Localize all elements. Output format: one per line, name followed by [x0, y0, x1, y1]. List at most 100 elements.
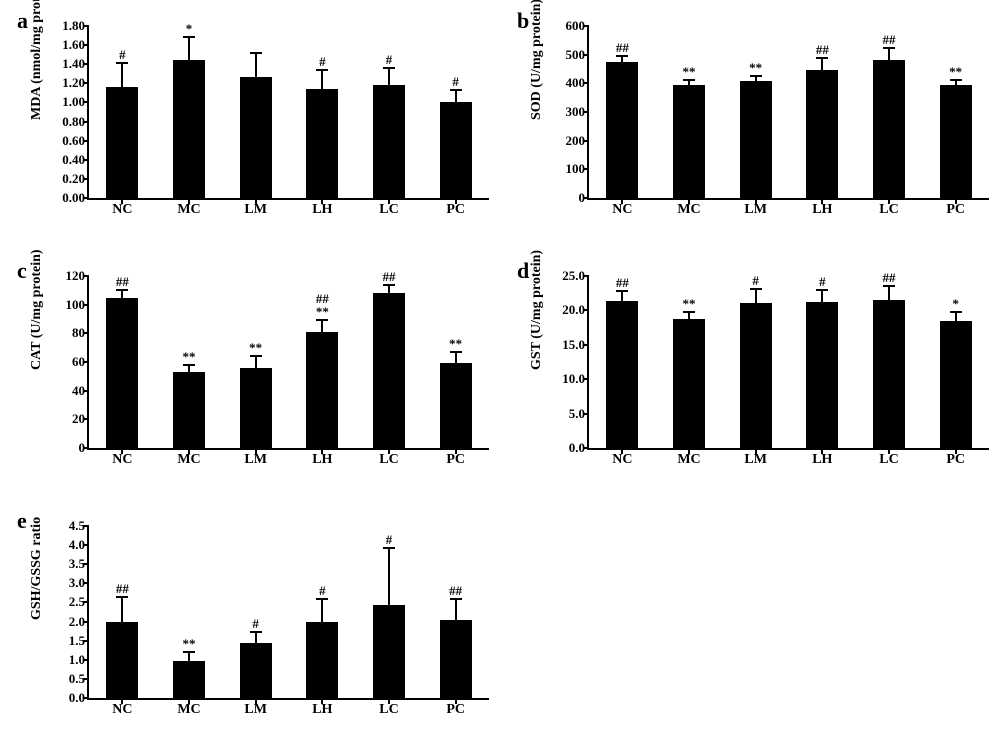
significance-marker: ## — [883, 271, 896, 284]
panel-a: a 0.000.200.400.600.801.001.201.401.601.8… — [17, 8, 487, 228]
x-tick-mark — [755, 448, 757, 454]
error-bar — [388, 68, 390, 85]
error-bar — [821, 58, 823, 70]
y-tick-mark — [583, 82, 589, 84]
y-tick-mark — [83, 544, 89, 546]
bar — [440, 363, 472, 448]
y-tick-mark — [83, 447, 89, 449]
panel-label: d — [517, 258, 529, 284]
bar — [940, 321, 972, 448]
bar — [240, 368, 272, 448]
x-tick-mark — [821, 448, 823, 454]
error-bar — [255, 632, 257, 643]
x-tick-mark — [455, 198, 457, 204]
error-bar — [255, 356, 257, 367]
panel-label: a — [17, 8, 28, 34]
significance-marker: # — [452, 75, 459, 88]
error-cap — [750, 75, 762, 77]
y-tick-mark — [583, 344, 589, 346]
bar — [240, 77, 272, 198]
panel-label: c — [17, 258, 27, 284]
x-tick-mark — [755, 198, 757, 204]
bar — [173, 60, 205, 198]
error-bar — [388, 285, 390, 294]
significance-marker: ** — [449, 337, 462, 350]
y-tick-mark — [83, 25, 89, 27]
x-tick-mark — [688, 198, 690, 204]
error-cap — [450, 89, 462, 91]
y-axis-label: GSH/GSSG ratio — [29, 604, 45, 620]
error-cap — [750, 288, 762, 290]
significance-marker: * — [952, 297, 959, 310]
y-tick-mark — [83, 563, 89, 565]
error-cap — [183, 651, 195, 653]
significance-marker: # — [319, 55, 326, 68]
x-tick-mark — [255, 698, 257, 704]
y-tick-mark — [83, 44, 89, 46]
error-bar — [888, 286, 890, 300]
bar — [740, 81, 772, 198]
x-tick-mark — [688, 448, 690, 454]
error-bar — [388, 548, 390, 605]
significance-marker: ## — [816, 43, 829, 56]
significance-marker: ** — [749, 61, 762, 74]
error-cap — [683, 311, 695, 313]
bar — [940, 85, 972, 198]
y-tick-mark — [83, 304, 89, 306]
y-tick-mark — [583, 378, 589, 380]
error-cap — [316, 319, 328, 321]
bar — [173, 661, 205, 698]
y-axis-label: MDA (nmol/mg protein) — [29, 104, 45, 120]
y-tick-mark — [83, 140, 89, 142]
bar — [806, 70, 838, 198]
figure-panel: { "layout":{ "bar_color":"#000000","bg":… — [0, 0, 1000, 752]
significance-marker: ## — [116, 275, 129, 288]
x-tick-mark — [188, 448, 190, 454]
significance-marker: # — [252, 617, 259, 630]
panel-b: b0100200300400500600##NC**MC**LM##LH##LC… — [517, 8, 987, 228]
error-cap — [250, 52, 262, 54]
bar — [373, 85, 405, 198]
error-cap — [116, 62, 128, 64]
significance-marker: ** — [183, 350, 196, 363]
error-cap — [450, 351, 462, 353]
error-bar — [755, 289, 757, 303]
y-tick-mark — [83, 601, 89, 603]
bar — [173, 372, 205, 448]
y-tick-mark — [83, 178, 89, 180]
error-cap — [183, 36, 195, 38]
error-cap — [250, 631, 262, 633]
x-tick-mark — [255, 198, 257, 204]
y-tick-mark — [83, 525, 89, 527]
y-axis-label: SOD (U/mg protein) — [529, 104, 545, 120]
significance-marker: # — [819, 275, 826, 288]
error-bar — [455, 599, 457, 620]
plot-area: 0.000.200.400.600.801.001.201.401.601.80… — [87, 26, 489, 200]
bar — [873, 300, 905, 448]
plot-area: 0100200300400500600##NC**MC**LM##LH##LC*… — [587, 26, 989, 200]
significance-marker: # — [386, 533, 393, 546]
x-tick-mark — [321, 198, 323, 204]
significance-marker: ## — [383, 270, 396, 283]
error-cap — [450, 598, 462, 600]
error-bar — [121, 597, 123, 622]
error-bar — [188, 365, 190, 372]
y-tick-mark — [583, 309, 589, 311]
error-cap — [816, 57, 828, 59]
error-bar — [888, 48, 890, 60]
y-tick-mark — [83, 621, 89, 623]
panel-e: e0.00.51.01.52.02.53.03.54.04.5##NC**MC#… — [17, 508, 487, 728]
x-tick-mark — [121, 198, 123, 204]
significance-marker: ## — [616, 276, 629, 289]
error-cap — [816, 289, 828, 291]
x-tick-mark — [455, 698, 457, 704]
error-cap — [383, 284, 395, 286]
y-tick-mark — [83, 121, 89, 123]
significance-marker: # — [319, 584, 326, 597]
plot-area: 020406080100120##NC**MC**LM##**LH##LC**P… — [87, 276, 489, 450]
x-tick-mark — [955, 448, 957, 454]
y-tick-mark — [83, 390, 89, 392]
significance-marker: # — [386, 53, 393, 66]
x-tick-mark — [121, 448, 123, 454]
error-cap — [950, 311, 962, 313]
